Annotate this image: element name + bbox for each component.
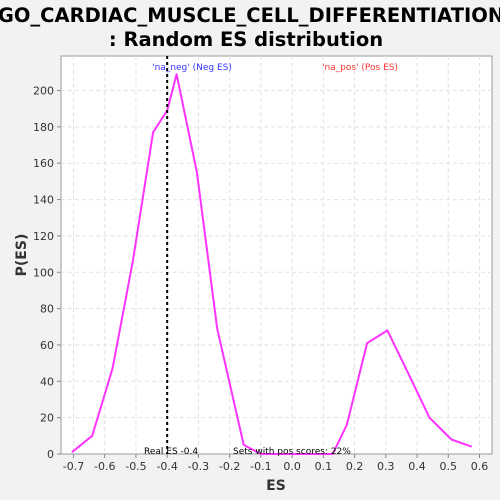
- x-tick-label: 0.2: [346, 460, 364, 473]
- chart-title-line1: GO_CARDIAC_MUSCLE_CELL_DIFFERENTIATION: [0, 4, 500, 27]
- x-axis-title: ES: [266, 478, 286, 494]
- x-tick-label: -0.2: [219, 460, 240, 473]
- y-tick-label: 60: [40, 339, 54, 352]
- x-axis: -0.7 -0.6 -0.5 -0.4 -0.3 -0.2 -0.1 0.0 0.1 0.2 0.3…: [63, 454, 488, 473]
- y-tick-label: 40: [40, 375, 54, 388]
- chart-title-line2: : Random ES distribution: [109, 28, 383, 51]
- y-tick-label: 120: [33, 230, 54, 243]
- y-tick-label: 80: [40, 303, 54, 316]
- x-tick-label: 0.3: [377, 460, 395, 473]
- x-tick-label: 0.5: [440, 460, 458, 473]
- x-tick-label: -0.3: [188, 460, 209, 473]
- y-tick-label: 140: [33, 194, 54, 207]
- x-tick-label: 0.6: [471, 460, 489, 473]
- plot-area: [60, 55, 493, 455]
- x-tick-label: -0.6: [94, 460, 115, 473]
- x-tick-label: 0.4: [408, 460, 426, 473]
- x-tick-label: 0.1: [315, 460, 333, 473]
- x-tick-label: -0.7: [63, 460, 84, 473]
- y-tick-label: 0: [47, 448, 54, 461]
- x-tick-label: 0.0: [283, 460, 301, 473]
- y-axis-title: P(ES): [14, 234, 30, 277]
- y-tick-label: 100: [33, 266, 54, 279]
- y-tick-label: 20: [40, 412, 54, 425]
- y-tick-label: 160: [33, 157, 54, 170]
- pos-scores-label: Sets with pos scores: 22%: [233, 447, 351, 457]
- real-es-label: Real ES -0.4: [144, 447, 198, 457]
- y-axis: 0 20 40 60 80 100 120 140 160 180 200: [33, 85, 61, 461]
- y-tick-label: 180: [33, 121, 54, 134]
- x-tick-label: -0.1: [250, 460, 271, 473]
- neg-es-label: 'na_neg' (Neg ES): [152, 63, 232, 73]
- x-tick-label: -0.4: [156, 460, 177, 473]
- distribution-line: [71, 73, 473, 455]
- x-tick-label: -0.5: [125, 460, 146, 473]
- pos-es-label: 'na_pos' (Pos ES): [322, 63, 398, 73]
- y-tick-label: 200: [33, 85, 54, 98]
- series-layer: [71, 73, 473, 455]
